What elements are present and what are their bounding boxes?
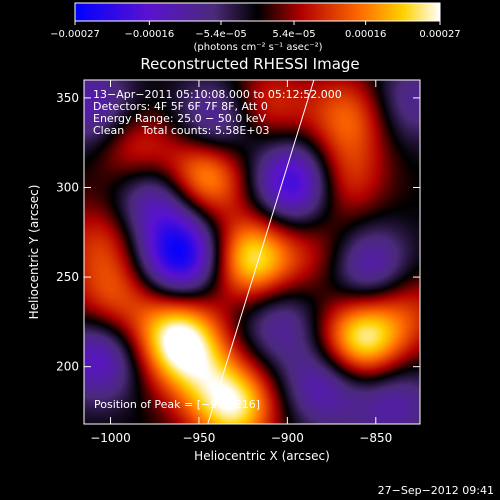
colorbar-tick-label: −0.00016 <box>124 29 174 40</box>
x-tick-label: −850 <box>359 431 392 445</box>
y-tick-label: 250 <box>56 270 79 284</box>
colorbar-tick-label: 0.00027 <box>419 29 460 40</box>
y-tick-label: 300 <box>56 181 79 195</box>
y-tick-label: 350 <box>56 91 79 105</box>
chart-title: Reconstructed RHESSI Image <box>140 55 359 73</box>
colorbar-tick-label: −5.4e−05 <box>195 29 247 40</box>
heatmap-image <box>84 80 420 424</box>
annotation-time: 13−Apr−2011 05:10:08.000 to 05:12:52.000 <box>93 88 342 101</box>
annotation-energy: Energy Range: 25.0 − 50.0 keV <box>93 112 267 125</box>
y-tick-label: 200 <box>56 360 79 374</box>
colorbar-ticks: −0.00027 −0.00016 −5.4e−05 5.4e−05 0.00016 0.… <box>50 21 461 40</box>
colorbar <box>74 2 441 22</box>
annotation-counts: Clean Total counts: 5.58E+03 <box>93 124 270 137</box>
plot-frame <box>83 79 421 425</box>
colorbar-tick-label: 0.00016 <box>345 29 386 40</box>
y-axis-label: Heliocentric Y (arcsec) <box>27 185 41 320</box>
x-axis-label: Heliocentric X (arcsec) <box>194 449 330 463</box>
x-tick-label: −900 <box>271 431 304 445</box>
colorbar-tick-label: 5.4e−05 <box>272 29 315 40</box>
y-axis: 200 250 300 350 <box>56 91 420 374</box>
colorbar-label: (photons cm⁻² s⁻¹ asec⁻²) <box>193 42 322 53</box>
x-tick-label: −1000 <box>90 431 131 445</box>
limb-line <box>207 80 315 424</box>
annotation-detectors: Detectors: 4F 5F 6F 7F 8F, Att 0 <box>93 100 268 113</box>
x-tick-label: −950 <box>182 431 215 445</box>
colorbar-tick-label: −0.00027 <box>50 29 100 40</box>
image-area <box>84 80 420 424</box>
x-axis: −1000 −950 −900 −850 <box>90 80 392 445</box>
footer-timestamp: 27−Sep−2012 09:41 <box>378 484 494 497</box>
peak-position-label: Position of Peak = [−962,216] <box>94 398 260 411</box>
